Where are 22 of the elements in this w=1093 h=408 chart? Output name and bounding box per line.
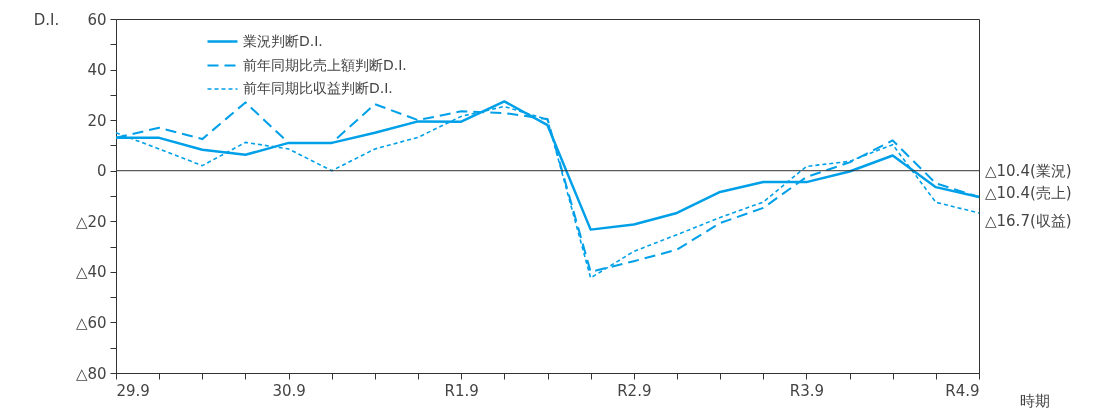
text: △10.4(業況) — [985, 162, 1072, 180]
text: △10.4(売上) — [985, 184, 1072, 202]
y-tick-label: △60 — [75, 313, 107, 332]
y-tick-label: 0 — [96, 162, 107, 181]
x-tick-label: R1.9 — [444, 381, 479, 400]
x-tick-label: 29.9 — [116, 381, 150, 400]
y-tick-label: △40 — [75, 263, 107, 282]
x-tick-label: R2.9 — [617, 381, 652, 400]
y-axis-title: D.I. — [33, 10, 60, 29]
x-tick-label: R4.9 — [945, 381, 980, 400]
text: △16.7(収益) — [985, 212, 1072, 230]
y-tick-label: 20 — [87, 111, 107, 130]
y-tick-label: △80 — [75, 364, 107, 383]
y-tick-label: 60 — [87, 10, 107, 29]
legend-label: 業況判断D.I. — [243, 32, 323, 49]
x-axis-title: 時期 — [1019, 391, 1050, 408]
legend-label: 前年同期比売上額判断D.I. — [243, 56, 407, 73]
y-tick-label: 40 — [87, 61, 107, 80]
x-tick-label: R3.9 — [789, 381, 825, 400]
y-tick-label: △20 — [75, 212, 107, 231]
x-tick-label: 30.9 — [272, 381, 306, 400]
legend-label: 前年同期比収益判断D.I. — [243, 80, 393, 96]
